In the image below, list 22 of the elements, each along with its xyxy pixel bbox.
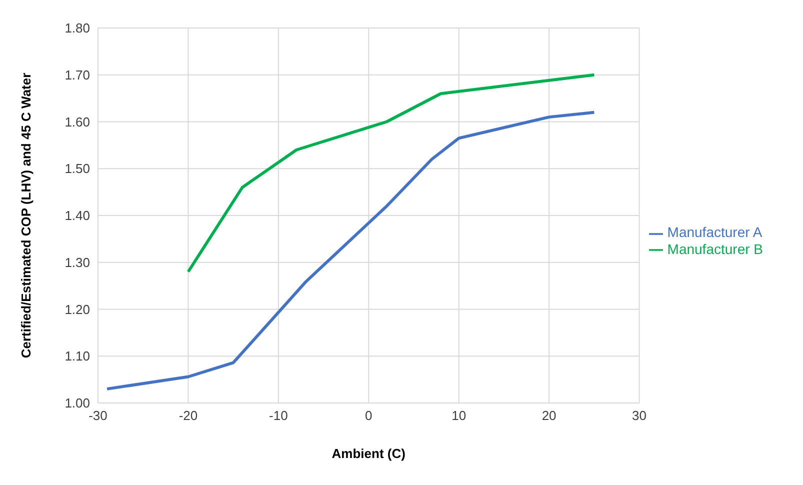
line-series [106, 110, 596, 390]
legend-label: Manufacturer B [667, 240, 763, 256]
y-tick-label: 1.10 [64, 348, 90, 364]
x-axis-title: Ambient (C) [332, 446, 406, 461]
x-tick-label: 20 [542, 408, 556, 424]
x-tick-label: 10 [452, 408, 466, 424]
y-tick-label: 1.80 [64, 20, 90, 36]
y-tick-label: 1.60 [64, 114, 90, 130]
y-tick-label: 1.50 [64, 161, 90, 176]
y-tick-label: 1.30 [64, 254, 90, 270]
y-axis-title: Certified/Estimated COP (LHV) and 45 C Water [18, 72, 34, 358]
y-tick-label: 1.20 [64, 302, 90, 317]
y-tick-label: 1.70 [64, 67, 90, 82]
line-series [186, 73, 596, 274]
x-tick-label: 30 [632, 408, 647, 424]
x-tick-label: -20 [178, 408, 198, 424]
x-tick-label: -10 [269, 408, 288, 424]
legend-label: Manufacturer A [667, 224, 762, 240]
y-tick-label: 1.00 [64, 396, 90, 411]
y-tick-label: 1.40 [64, 208, 90, 224]
x-tick-label: 0 [365, 408, 372, 424]
x-tick-label: -30 [88, 408, 108, 424]
